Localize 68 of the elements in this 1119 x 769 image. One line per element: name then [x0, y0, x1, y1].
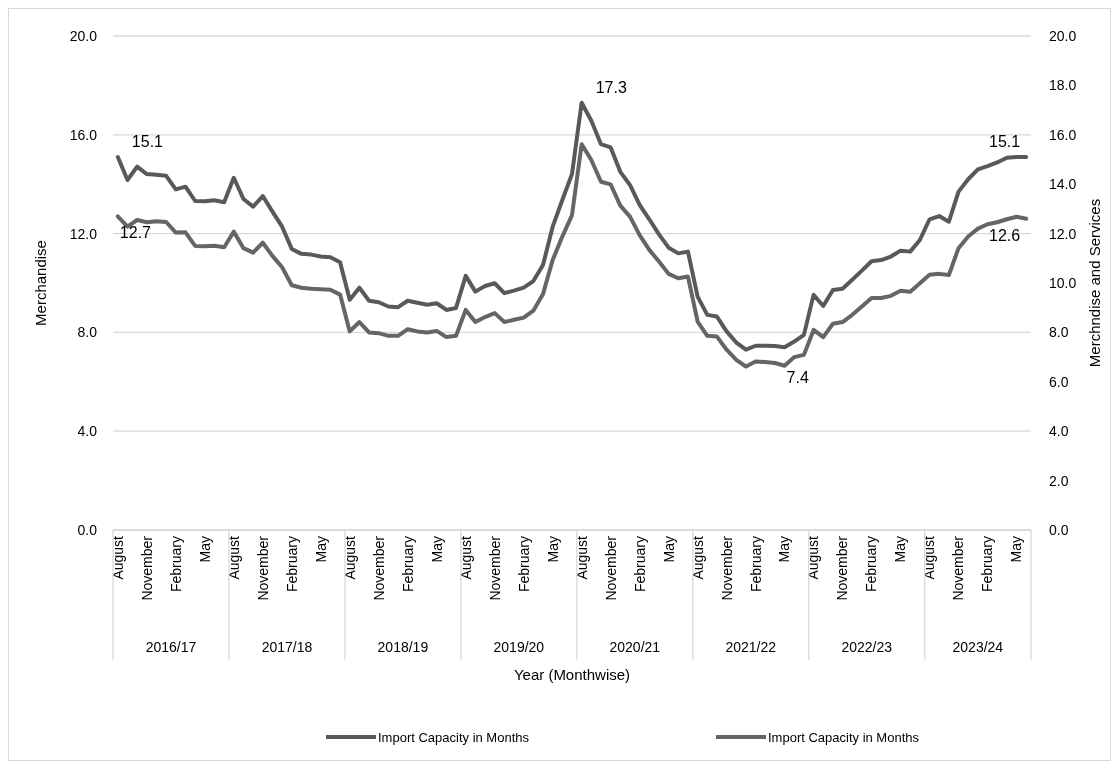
x-tick-label: November — [254, 535, 271, 601]
x-tick-label: August — [109, 535, 126, 580]
x-tick-label: February — [167, 536, 184, 593]
x-tick-label: May — [196, 536, 213, 563]
x-tick-label: August — [921, 535, 938, 580]
x-tick-label: February — [747, 536, 764, 593]
x-tick-label: May — [776, 536, 793, 563]
y2-tick-label: 0.0 — [1049, 521, 1069, 538]
x-tick-label: November — [486, 535, 503, 601]
x-tick-label: November — [602, 535, 619, 601]
y-tick-label: 8.0 — [77, 324, 98, 341]
x-tick-label: August — [225, 535, 242, 580]
x-tick-label: February — [283, 536, 300, 593]
x-tick-label: November — [834, 535, 851, 601]
legend-label: Import Capacity in Months — [378, 729, 530, 745]
y2-tick-label: 12.0 — [1049, 225, 1077, 242]
x-tick-label: February — [979, 536, 996, 593]
data-label: 12.7 — [119, 224, 152, 242]
text: 2018/19 — [377, 639, 429, 655]
x-tick-label: August — [457, 535, 474, 580]
x-tick-label: May — [660, 536, 677, 563]
x-tick-label: November — [718, 535, 735, 601]
y2-tick-label: 8.0 — [1049, 324, 1069, 341]
data-label: 12.6 — [989, 226, 1021, 244]
text: 2020/21 — [609, 639, 661, 655]
y-tick-label: 20.0 — [69, 27, 98, 44]
x-tick-label: May — [428, 536, 445, 563]
y-tick-label: 0.0 — [77, 521, 98, 538]
legend-label: Import Capacity in Months — [768, 729, 920, 745]
y-tick-label: 16.0 — [69, 126, 98, 143]
x-tick-label: August — [689, 535, 706, 580]
y2-tick-label: 10.0 — [1049, 274, 1077, 291]
text: 2023/24 — [952, 639, 1004, 655]
x-tick-label: May — [892, 536, 909, 563]
y2-tick-label: 6.0 — [1049, 373, 1069, 390]
data-label: 15.1 — [131, 133, 164, 151]
x-tick-label: August — [805, 535, 822, 580]
x-tick-label: August — [341, 535, 358, 580]
x-tick-label: February — [515, 536, 532, 593]
y2-tick-label: 20.0 — [1049, 27, 1077, 44]
x-tick-label: May — [312, 536, 329, 563]
x-tick-label: February — [399, 536, 416, 593]
x-tick-label: November — [138, 535, 155, 601]
data-label: 17.3 — [595, 78, 627, 96]
text: 2021/22 — [725, 639, 777, 655]
x-axis-title: Year (Monthwise) — [513, 666, 631, 683]
y2-tick-label: 16.0 — [1049, 126, 1077, 143]
x-tick-label: November — [950, 535, 967, 601]
y2-tick-label: 4.0 — [1049, 423, 1069, 440]
y2-axis-title: Merchndise and Services — [1086, 198, 1103, 368]
data-label: 7.4 — [786, 369, 809, 387]
data-label: 15.1 — [989, 133, 1021, 151]
y2-tick-label: 2.0 — [1049, 472, 1069, 489]
y-axis-title: Merchandise — [32, 240, 49, 326]
y2-tick-label: 18.0 — [1049, 77, 1077, 94]
text: 2016/17 — [145, 639, 197, 655]
text: 2017/18 — [261, 639, 313, 655]
x-tick-label: February — [631, 536, 648, 593]
x-tick-label: November — [370, 535, 387, 601]
x-tick-label: May — [1008, 536, 1025, 563]
text: 2019/20 — [493, 639, 545, 655]
x-tick-label: August — [573, 535, 590, 580]
y-tick-label: 12.0 — [69, 225, 98, 242]
x-tick-label: May — [544, 536, 561, 563]
y-tick-label: 4.0 — [77, 423, 98, 440]
x-tick-label: February — [863, 536, 880, 593]
text: 2022/23 — [841, 639, 893, 655]
y2-tick-label: 14.0 — [1049, 176, 1077, 193]
